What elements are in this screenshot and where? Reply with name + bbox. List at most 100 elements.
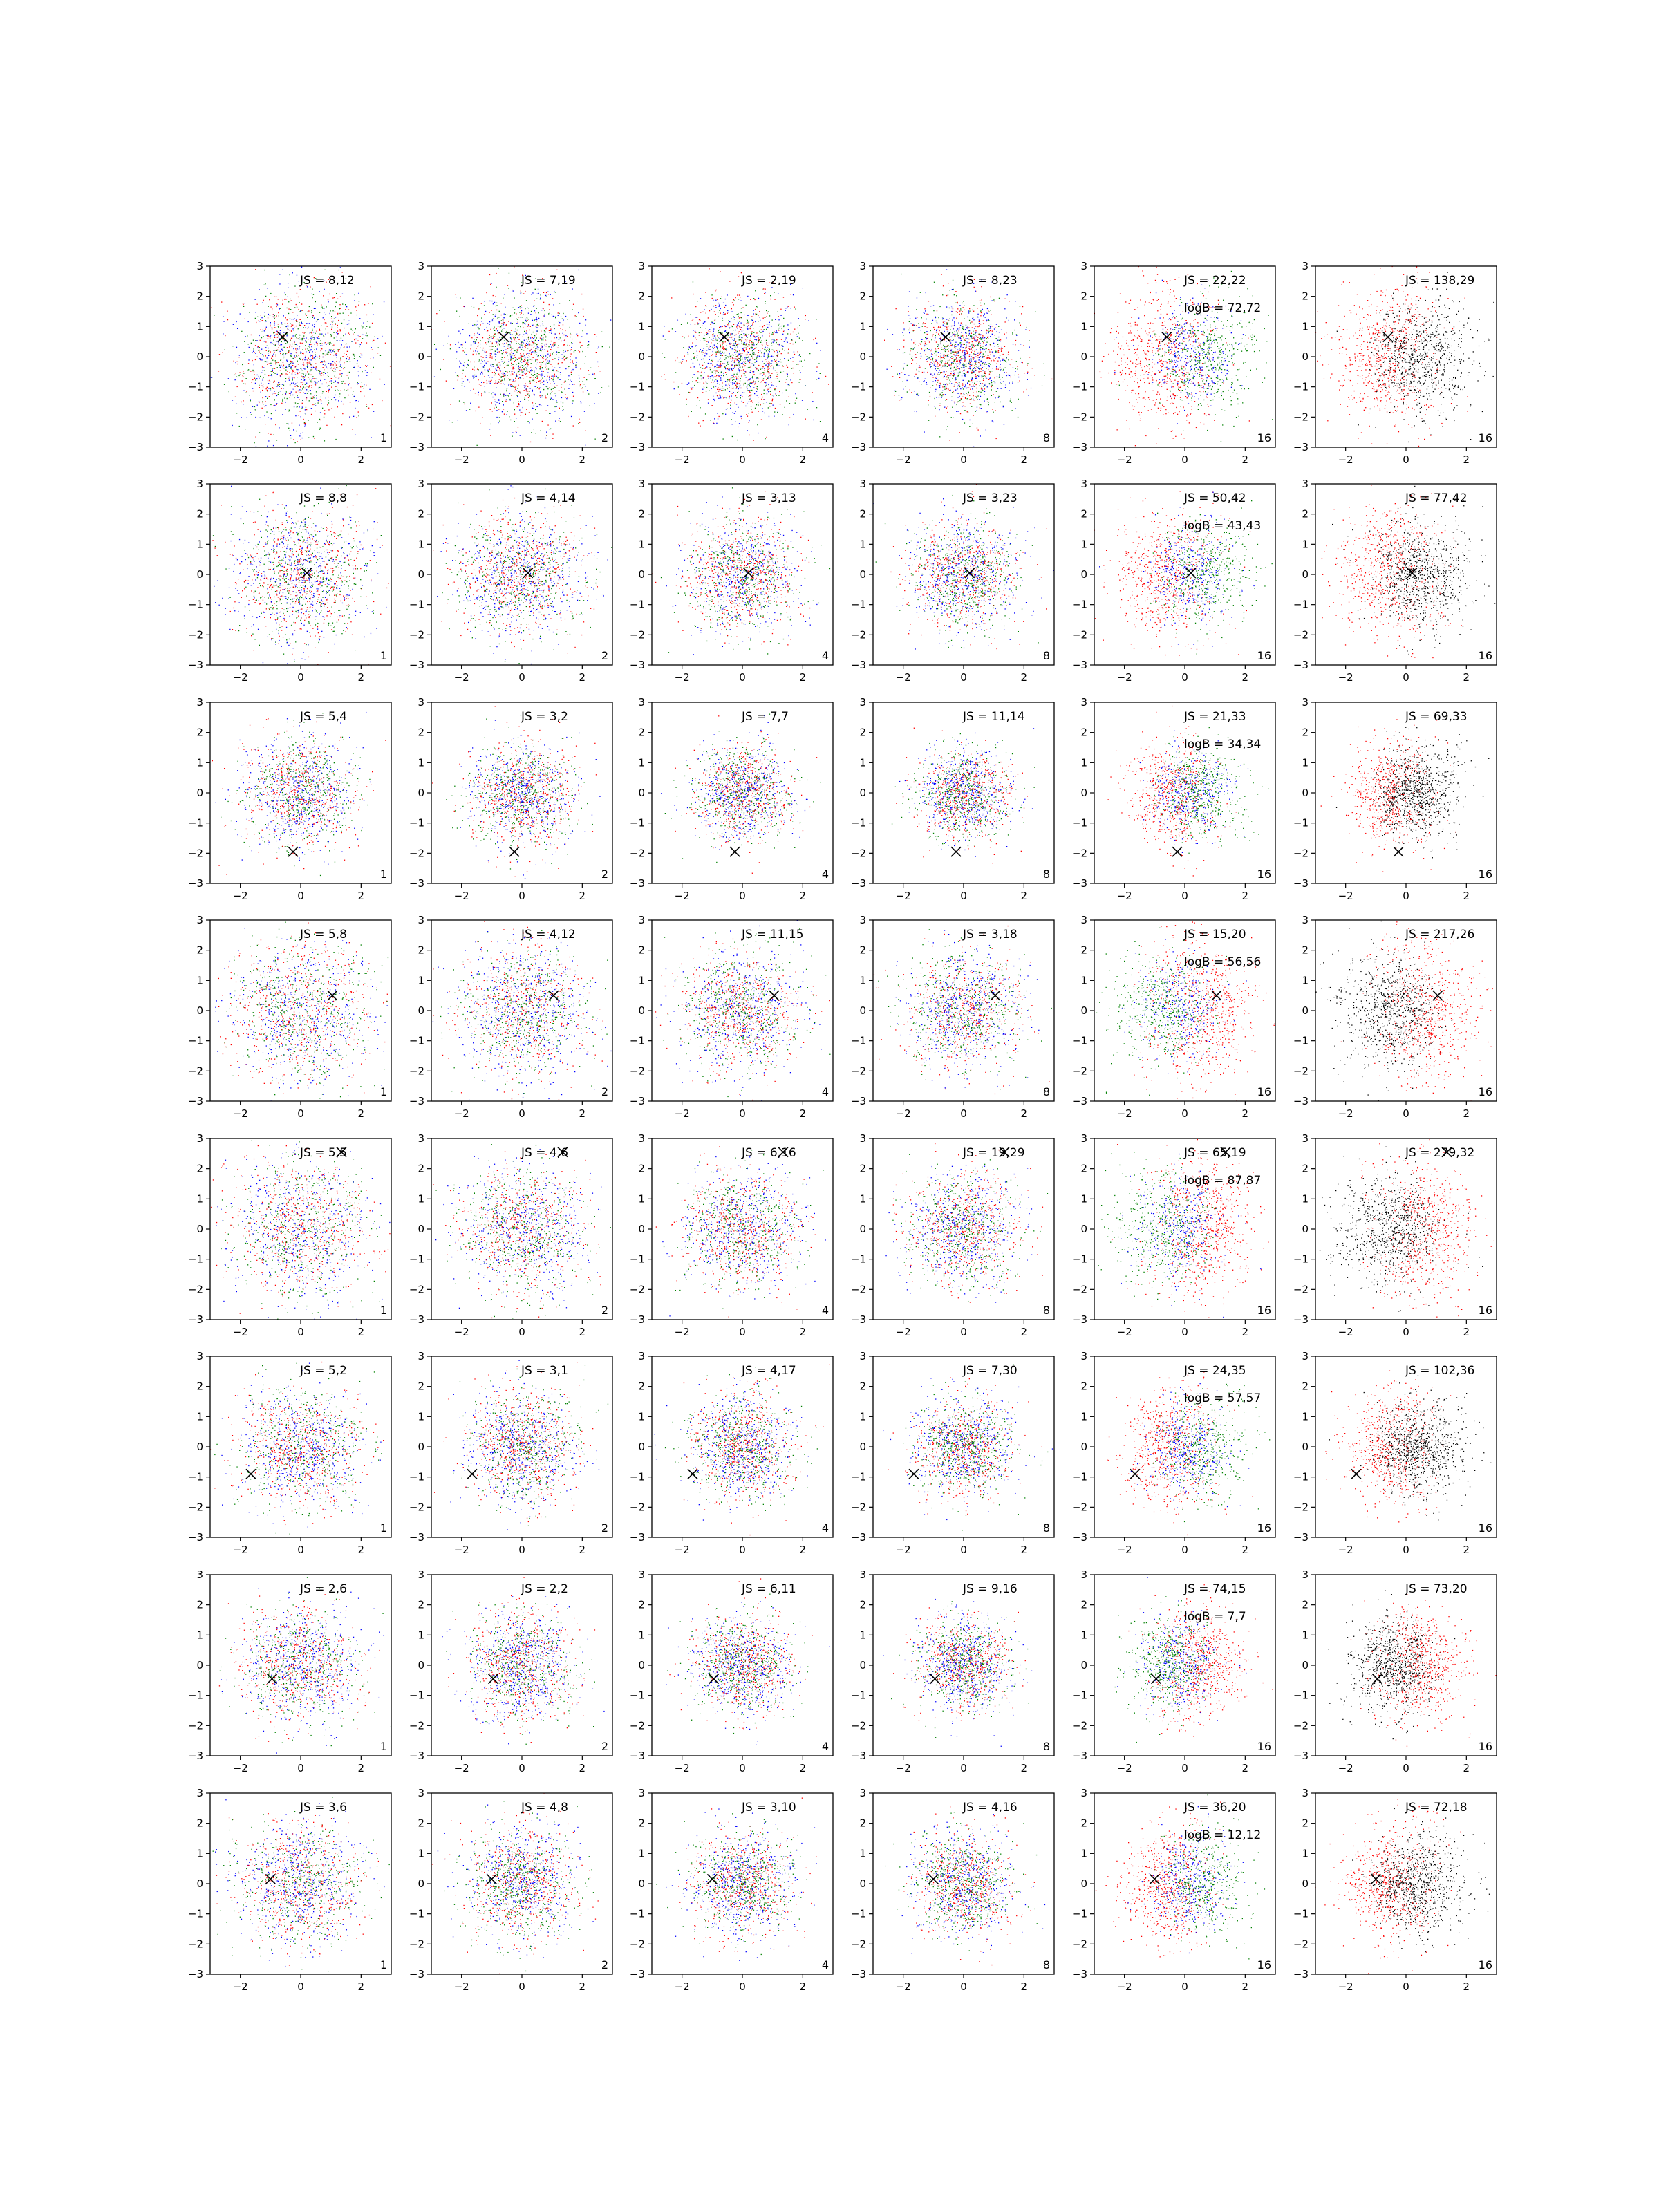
js-annotation: JS = 3,23 [962, 491, 1018, 505]
x-tick-label: −2 [1338, 1107, 1353, 1120]
x-tick-label: 0 [1403, 890, 1409, 902]
x-tick-label: −2 [1338, 890, 1353, 902]
x-tick-label: 2 [1463, 671, 1470, 684]
x-tick-label: 2 [579, 453, 586, 466]
corner-label: 16 [1257, 1304, 1271, 1317]
y-tick-label: −2 [851, 1719, 866, 1732]
y-tick-label: −2 [1072, 847, 1087, 859]
scatter-points [666, 1578, 830, 1745]
corner-label: 2 [601, 1740, 608, 1753]
y-tick-label: 2 [638, 944, 645, 957]
y-tick-label: 3 [418, 1132, 424, 1145]
y-tick-label: −1 [1072, 817, 1087, 830]
y-tick-label: −2 [630, 1938, 645, 1950]
x-tick-label: 0 [960, 1326, 967, 1338]
y-tick-label: −1 [188, 1253, 203, 1266]
y-tick-label: 0 [859, 1659, 866, 1671]
x-tick-label: −2 [1117, 1762, 1132, 1774]
y-tick-label: 2 [418, 1817, 424, 1830]
x-tick-label: −2 [1117, 671, 1132, 684]
y-tick-label: 1 [859, 756, 866, 769]
y-tick-label: −3 [1072, 659, 1087, 671]
y-tick-label: −3 [1072, 1531, 1087, 1544]
y-tick-label: −3 [851, 1531, 866, 1544]
y-tick-label: −1 [1072, 1471, 1087, 1483]
x-marker [991, 991, 1000, 1000]
y-tick-label: −1 [851, 599, 866, 611]
x-tick-label: −2 [1338, 671, 1353, 684]
scatter-points [654, 1365, 830, 1536]
y-tick-label: 2 [418, 727, 424, 739]
y-tick-label: −1 [188, 1471, 203, 1483]
y-tick-label: 3 [859, 1568, 866, 1581]
js-annotation: JS = 6,16 [741, 1146, 796, 1160]
y-tick-label: −1 [1293, 1689, 1309, 1702]
corner-label: 2 [601, 431, 608, 444]
x-tick-label: 2 [1021, 671, 1028, 684]
x-tick-label: 2 [358, 1544, 365, 1556]
x-tick-label: 2 [579, 1544, 586, 1556]
y-tick-label: −3 [409, 1750, 424, 1762]
y-tick-label: 1 [859, 974, 866, 986]
x-tick-label: −2 [233, 1326, 248, 1338]
axes-frame [652, 1793, 833, 1974]
js-annotation: JS = 4,16 [962, 1801, 1018, 1815]
y-tick-label: −2 [851, 1283, 866, 1295]
js-annotation: JS = 8,8 [299, 491, 347, 505]
scatter-points [652, 487, 830, 655]
js-annotation: JS = 69,33 [1405, 710, 1468, 724]
corner-label: 16 [1479, 1740, 1492, 1753]
x-tick-label: −2 [1117, 1107, 1132, 1120]
y-tick-label: −3 [188, 1750, 203, 1762]
axes-frame [210, 1356, 391, 1537]
y-tick-label: −2 [630, 411, 645, 423]
y-tick-label: −2 [409, 628, 424, 641]
x-tick-label: 2 [1021, 1107, 1028, 1120]
y-tick-label: −3 [630, 441, 645, 453]
y-tick-label: 1 [859, 320, 866, 332]
corner-label: 8 [1043, 649, 1050, 662]
y-tick-label: −1 [630, 381, 645, 393]
js-annotation: JS = 36,20 [1183, 1801, 1246, 1815]
y-tick-label: −1 [630, 1689, 645, 1702]
y-tick-label: 0 [196, 350, 203, 363]
js-annotation: JS = 8,12 [299, 274, 355, 288]
js-annotation: JS = 74,15 [1183, 1582, 1246, 1596]
corner-label: 8 [1043, 868, 1050, 881]
x-tick-label: 0 [1403, 1980, 1409, 1993]
y-tick-label: 1 [418, 320, 424, 332]
y-tick-label: 1 [1080, 320, 1087, 332]
axes-frame [210, 1793, 391, 1974]
y-tick-label: 2 [859, 1380, 866, 1393]
x-tick-label: 0 [518, 453, 525, 466]
y-tick-label: 2 [418, 1163, 424, 1175]
js-annotation: JS = 9,16 [962, 1582, 1018, 1596]
y-tick-label: −2 [851, 847, 866, 859]
js-annotation: JS = 7,30 [962, 1364, 1018, 1378]
x-tick-label: 0 [739, 453, 746, 466]
x-tick-label: −2 [1338, 1326, 1353, 1338]
y-tick-label: −2 [188, 1719, 203, 1732]
x-tick-label: 2 [1021, 1980, 1028, 1993]
y-tick-label: 2 [1302, 1817, 1309, 1830]
y-tick-label: 0 [1080, 350, 1087, 363]
js-annotation: JS = 6,11 [741, 1582, 796, 1596]
x-marker [1433, 991, 1443, 1000]
y-tick-label: −3 [188, 1968, 203, 1980]
scatter-points [211, 267, 391, 447]
scatter-points [1094, 491, 1273, 655]
corner-label: 16 [1479, 649, 1492, 662]
y-tick-label: 2 [1080, 1599, 1087, 1611]
y-tick-label: 1 [1302, 538, 1309, 550]
x-tick-label: 0 [297, 1980, 304, 1993]
y-tick-label: 0 [196, 1004, 203, 1017]
y-tick-label: 1 [196, 320, 203, 332]
y-tick-label: 2 [1080, 944, 1087, 957]
x-tick-label: 2 [1021, 1326, 1028, 1338]
logb-annotation: logB = 7,7 [1184, 1610, 1246, 1624]
